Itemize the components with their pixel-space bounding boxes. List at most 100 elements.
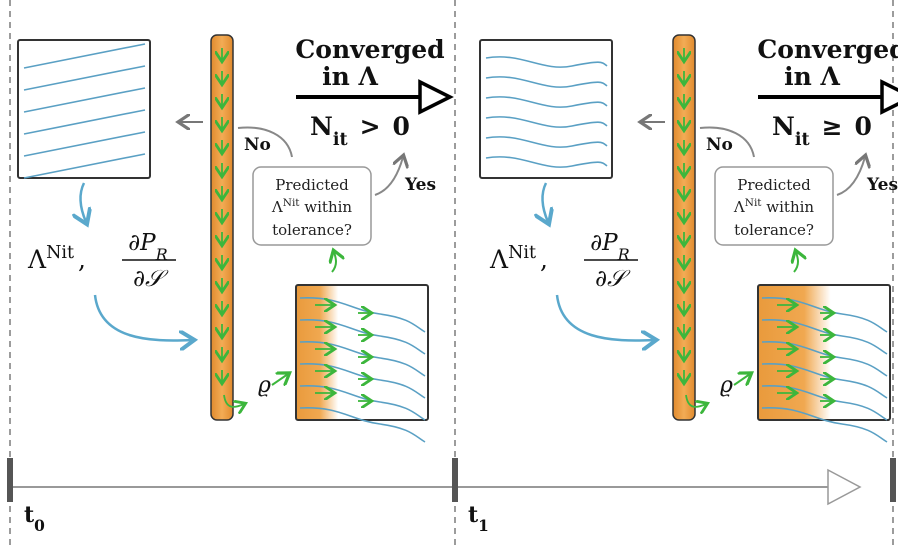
question-text: tolerance? xyxy=(734,221,814,239)
question-box xyxy=(714,166,834,246)
condition-text: Nit >0 xyxy=(310,112,410,150)
time-label: t1 xyxy=(468,502,489,535)
no-label: No xyxy=(244,135,271,155)
question-text-part: within xyxy=(762,198,815,216)
field-line xyxy=(485,96,608,108)
timeline-arrowhead xyxy=(827,468,862,506)
formula-lambda-part: , xyxy=(540,245,548,274)
lambda-box xyxy=(479,39,613,179)
flow-arrow xyxy=(93,294,192,340)
field-line xyxy=(23,109,146,135)
field-line xyxy=(485,76,608,88)
question-text: ΛNit within xyxy=(271,197,353,216)
bar-exit-arrow xyxy=(685,394,706,407)
condition-text-part: it xyxy=(333,130,348,150)
condition-text-part: > xyxy=(360,112,381,141)
question-text-part: tolerance? xyxy=(272,221,352,239)
formula-numerator: ∂PR xyxy=(128,230,168,264)
formula-numerator-part: ∂P xyxy=(128,230,156,256)
bar-exit-arrow xyxy=(223,394,244,407)
no-arrow xyxy=(699,126,755,158)
formula-denominator-part: ∂𝒮 xyxy=(595,266,631,292)
rho-label-part: ϱ xyxy=(720,373,733,398)
timeline-tick xyxy=(890,458,896,502)
yes-label: Yes xyxy=(404,175,436,195)
condition-text-part: N xyxy=(772,112,795,141)
question-text-part: Nit xyxy=(745,197,763,209)
question-text-part: Predicted xyxy=(275,176,349,194)
no-label: No xyxy=(706,135,733,155)
field-line xyxy=(761,407,888,443)
converged-text-part: in Λ xyxy=(322,62,378,91)
formula-lambda-part: Nit xyxy=(508,243,536,263)
rho-arrow xyxy=(271,374,288,385)
field-line xyxy=(485,156,608,168)
formula-lambda-part: Λ xyxy=(27,245,47,274)
timeline-tick xyxy=(7,458,13,502)
converged-text-part: Converged xyxy=(757,35,898,64)
yes-label: Yes xyxy=(866,175,898,195)
converged-arrowhead xyxy=(880,79,898,115)
formula-numerator-part: R xyxy=(617,245,630,264)
rho-label-part: ϱ xyxy=(258,373,271,398)
iteration-bar xyxy=(210,34,234,421)
formula-lambda: ΛNit, xyxy=(27,243,86,274)
time-label: t0 xyxy=(24,502,45,535)
converged-text-part: in Λ xyxy=(784,62,840,91)
yes-arrow xyxy=(836,157,865,196)
converged-arrowhead xyxy=(418,79,454,115)
formula-numerator-part: R xyxy=(155,245,168,264)
rho-label: ϱ xyxy=(258,373,271,398)
converged-text: Converged xyxy=(757,35,898,64)
formula-lambda-part: , xyxy=(78,245,86,274)
formula-denominator-part: ∂𝒮 xyxy=(133,266,169,292)
question-text-part: Λ xyxy=(271,198,283,216)
field-line xyxy=(23,65,146,91)
condition-text: Nit ≥0 xyxy=(772,112,872,150)
formula-denominator: ∂𝒮 xyxy=(595,266,631,292)
iteration-bar xyxy=(672,34,696,421)
formula-lambda-part: Λ xyxy=(489,245,509,274)
flow-arrow xyxy=(542,182,548,222)
field-line xyxy=(485,56,608,68)
field-line xyxy=(485,136,608,148)
field-line xyxy=(23,153,146,179)
field-up-arrow xyxy=(794,252,798,273)
yes-label-part: Yes xyxy=(404,175,436,195)
no-label-part: No xyxy=(244,135,271,155)
field-up-arrow xyxy=(332,252,336,273)
question-text-part: tolerance? xyxy=(734,221,814,239)
question-text: tolerance? xyxy=(272,221,352,239)
question-text-part: within xyxy=(300,198,353,216)
formula-lambda-part: Nit xyxy=(46,243,74,263)
rho-label: ϱ xyxy=(720,373,733,398)
question-text-part: Predicted xyxy=(737,176,811,194)
no-arrow xyxy=(237,126,293,158)
formula-lambda: ΛNit, xyxy=(489,243,548,274)
question-box xyxy=(252,166,372,246)
lambda-box xyxy=(17,39,151,179)
field-line xyxy=(23,87,146,113)
question-text: Predicted xyxy=(737,176,811,194)
yes-arrow xyxy=(374,157,403,196)
condition-text-part: 0 xyxy=(393,112,410,141)
field-line xyxy=(299,407,426,443)
condition-text-part: ≥ xyxy=(822,112,843,141)
yes-label-part: Yes xyxy=(866,175,898,195)
flow-arrow xyxy=(555,294,654,340)
question-text: ΛNit within xyxy=(733,197,815,216)
formula-numerator-part: ∂P xyxy=(590,230,618,256)
condition-text-part: N xyxy=(310,112,333,141)
timeline-tick xyxy=(452,458,458,502)
converged-text: Converged xyxy=(295,35,444,64)
flow-arrow xyxy=(80,182,86,222)
question-text: Predicted xyxy=(275,176,349,194)
field-line xyxy=(485,116,608,128)
converged-text-part: Converged xyxy=(295,35,444,64)
time-label-part: 1 xyxy=(478,517,489,535)
time-label-part: 0 xyxy=(34,517,45,535)
question-text-part: Nit xyxy=(283,197,301,209)
formula-denominator: ∂𝒮 xyxy=(133,266,169,292)
